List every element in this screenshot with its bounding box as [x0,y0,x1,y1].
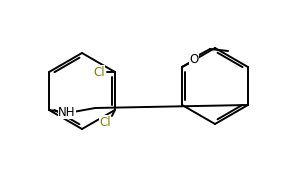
Text: O: O [189,52,199,65]
Text: NH: NH [58,105,76,118]
Text: Cl: Cl [99,116,111,129]
Text: Cl: Cl [93,65,105,78]
